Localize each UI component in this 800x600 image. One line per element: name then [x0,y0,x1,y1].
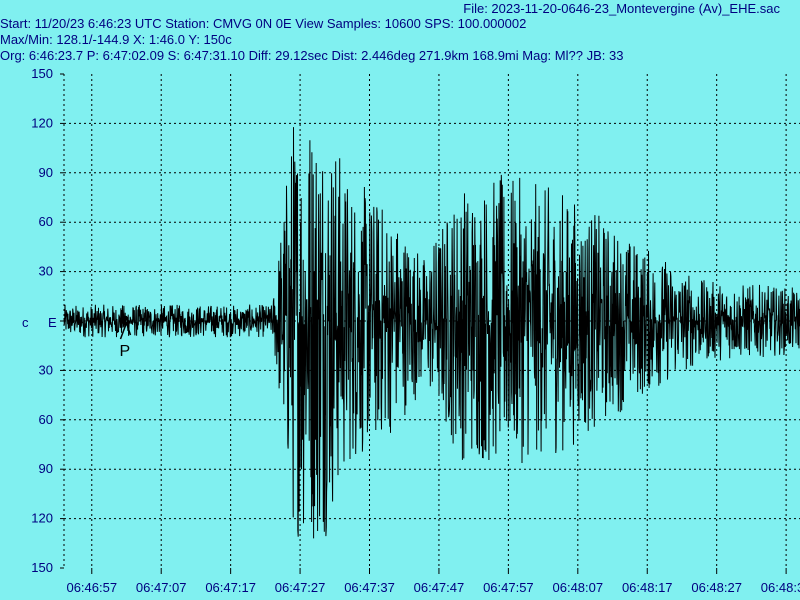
x-tick-label: 06:48:37 [761,580,800,595]
y-tick-label: 120 [31,115,53,130]
y-tick-label: 30 [39,362,53,377]
y-tick-label: 120 [31,511,53,526]
y-tick-label: 150 [31,560,53,575]
max-min-line: Max/Min: 128.1/-144.9 X: 1:46.0 Y: 150c [0,32,232,47]
channel-label: c [22,315,29,330]
x-tick-label: 06:46:57 [66,580,117,595]
y-tick-label: 30 [39,264,53,279]
x-tick-label: 06:48:27 [691,580,742,595]
x-tick-label: 06:47:07 [136,580,187,595]
x-axis-ticks: 06:46:57 06:47:07 06:47:17 06:47:27 06:47:37… [66,568,800,595]
x-tick-label: 06:48:17 [622,580,673,595]
seismic-trace [63,127,800,539]
p-phase-tick [119,320,132,340]
y-tick-label: 60 [39,214,53,229]
x-tick-label: 06:47:57 [483,580,534,595]
origin-info-line: Org: 6:46:23.7 P: 6:47:02.09 S: 6:47:31.… [0,48,624,63]
x-tick-label: 06:47:27 [275,580,326,595]
start-info-line: Start: 11/20/23 6:46:23 UTC Station: CMV… [0,16,527,31]
x-tick-label: 06:47:47 [414,580,465,595]
x-tick-label: 06:48:07 [553,580,604,595]
y-tick-label: 150 [31,66,53,81]
x-tick-label: 06:47:17 [205,580,256,595]
y-tick-label: 60 [39,412,53,427]
x-tick-label: 06:47:37 [344,580,395,595]
y-tick-label: 90 [39,461,53,476]
p-phase-label: P [119,343,130,360]
y-axis-ticks: 150 120 90 60 30 30 60 90 120 150 [31,66,64,575]
file-name-line: File: 2023-11-20-0646-23_Montevergine (A… [463,1,780,16]
component-label: E [48,315,57,330]
y-tick-label: 90 [39,165,53,180]
